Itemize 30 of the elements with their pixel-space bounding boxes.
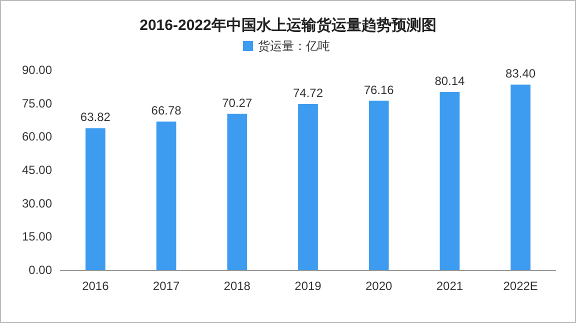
bar: [298, 104, 318, 270]
legend-label: 货运量：亿吨: [258, 39, 330, 53]
data-label: 83.40: [506, 66, 536, 81]
x-tick-label: 2022E: [503, 279, 538, 293]
data-label: 63.82: [80, 110, 111, 124]
data-label: 74.72: [292, 86, 324, 100]
x-tick-label: 2016: [82, 279, 110, 293]
chart-title: 2016-2022年中国水上运输货运量趋势预测图: [140, 17, 436, 34]
x-tick-label: 2021: [436, 279, 464, 293]
y-tick-label: 0.00: [28, 263, 52, 277]
x-tick-label: 2018: [224, 279, 251, 293]
data-label: 80.14: [434, 74, 466, 88]
bar: [368, 100, 389, 270]
y-tick-label: 60.00: [22, 130, 52, 144]
bar: [156, 122, 176, 270]
bar: [86, 128, 106, 270]
y-tick-label: 75.00: [22, 96, 52, 110]
x-tick-label: 2020: [366, 279, 393, 293]
data-label: 76.16: [364, 82, 394, 97]
y-tick-label: 15.00: [22, 230, 52, 244]
x-tick-label: 2017: [152, 279, 180, 293]
data-label: 70.27: [222, 96, 252, 110]
y-tick-label: 30.00: [22, 196, 52, 210]
bar: [510, 84, 530, 270]
y-tick-label: 45.00: [22, 163, 52, 177]
y-tick-label: 90.00: [22, 63, 52, 77]
data-label: 66.78: [151, 104, 182, 118]
bar: [440, 92, 460, 270]
x-tick-label: 2019: [294, 279, 322, 293]
bar: [227, 114, 248, 270]
